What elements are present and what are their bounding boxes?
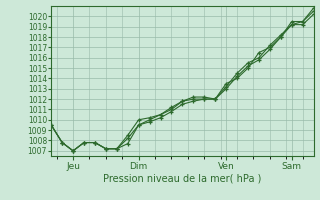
- X-axis label: Pression niveau de la mer( hPa ): Pression niveau de la mer( hPa ): [103, 173, 261, 183]
